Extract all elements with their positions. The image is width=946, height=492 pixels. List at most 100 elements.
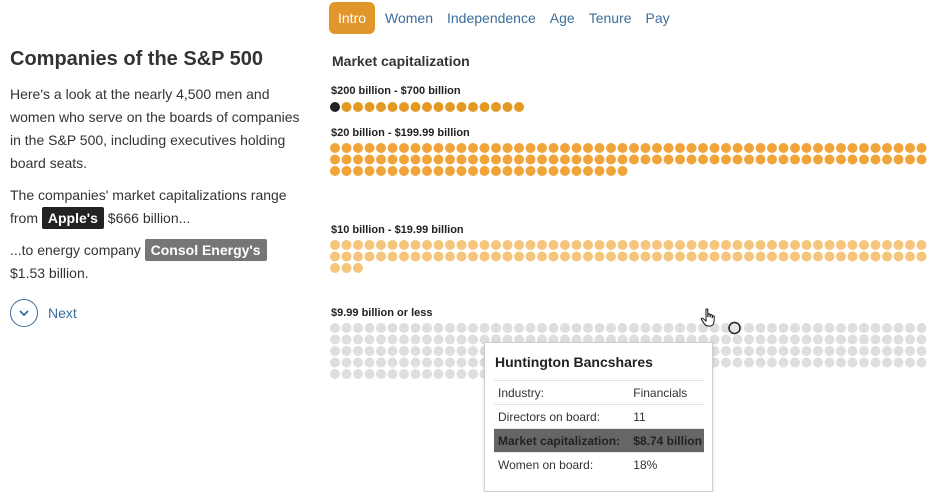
company-dot[interactable] xyxy=(433,251,444,262)
company-dot[interactable] xyxy=(422,369,432,379)
company-dot[interactable] xyxy=(387,369,398,379)
company-dot[interactable] xyxy=(847,251,858,262)
company-dot[interactable] xyxy=(916,323,927,333)
company-dot[interactable] xyxy=(399,369,409,379)
company-dot[interactable] xyxy=(433,143,444,153)
company-dot[interactable] xyxy=(571,154,582,165)
company-dot[interactable] xyxy=(548,323,559,333)
company-dot[interactable] xyxy=(353,334,363,345)
company-dot[interactable] xyxy=(617,154,628,165)
company-dot[interactable] xyxy=(491,143,501,153)
company-dot[interactable] xyxy=(353,154,363,165)
company-dot[interactable] xyxy=(813,334,823,345)
company-dot[interactable] xyxy=(755,334,766,345)
company-dot[interactable] xyxy=(744,154,754,165)
company-dot[interactable] xyxy=(399,251,409,262)
company-dot[interactable] xyxy=(456,143,467,153)
company-dot[interactable] xyxy=(755,240,766,250)
company-dot[interactable] xyxy=(422,346,432,356)
company-dot[interactable] xyxy=(502,240,513,250)
company-dot[interactable] xyxy=(387,240,398,250)
company-dot[interactable] xyxy=(330,240,340,250)
company-dot[interactable] xyxy=(399,143,409,153)
company-dot[interactable] xyxy=(652,251,662,262)
company-dot[interactable] xyxy=(433,334,444,345)
company-dot[interactable] xyxy=(387,154,398,165)
company-dot[interactable] xyxy=(445,334,455,345)
company-dot[interactable] xyxy=(468,251,478,262)
company-dot[interactable] xyxy=(675,323,685,333)
company-dot[interactable] xyxy=(675,143,685,153)
company-dot[interactable] xyxy=(882,357,892,368)
company-dot[interactable] xyxy=(560,323,570,333)
company-dot[interactable] xyxy=(330,263,340,273)
company-dot[interactable] xyxy=(686,154,697,165)
company-dot[interactable] xyxy=(594,143,605,153)
company-dot[interactable] xyxy=(824,334,835,345)
company-dot[interactable] xyxy=(445,102,455,112)
company-dot[interactable] xyxy=(376,323,386,333)
company-dot[interactable] xyxy=(686,251,697,262)
company-dot[interactable] xyxy=(399,346,409,356)
company-dot[interactable] xyxy=(399,102,409,112)
company-dot[interactable] xyxy=(353,357,363,368)
company-dot[interactable] xyxy=(824,143,835,153)
company-dot[interactable] xyxy=(491,251,501,262)
company-dot[interactable] xyxy=(905,251,915,262)
company-dot[interactable] xyxy=(399,357,409,368)
company-dot[interactable] xyxy=(709,240,720,250)
company-dot[interactable] xyxy=(721,240,731,250)
company-dot[interactable] xyxy=(652,143,662,153)
company-dot[interactable] xyxy=(330,154,340,165)
company-dot[interactable] xyxy=(652,240,662,250)
company-dot[interactable] xyxy=(663,240,674,250)
company-dot[interactable] xyxy=(364,323,375,333)
company-dot[interactable] xyxy=(387,357,398,368)
company-dot[interactable] xyxy=(836,323,846,333)
company-dot[interactable] xyxy=(525,166,536,176)
company-dot[interactable] xyxy=(445,154,455,165)
company-dot[interactable] xyxy=(376,240,386,250)
company-dot[interactable] xyxy=(468,102,478,112)
company-dot[interactable] xyxy=(870,251,881,262)
company-dot[interactable] xyxy=(767,154,777,165)
company-dot[interactable] xyxy=(387,346,398,356)
company-dot[interactable] xyxy=(836,346,846,356)
company-dot[interactable] xyxy=(410,369,421,379)
company-dot[interactable] xyxy=(571,323,582,333)
company-dot[interactable] xyxy=(893,323,904,333)
company-dot[interactable] xyxy=(801,323,812,333)
company-dot[interactable] xyxy=(456,334,467,345)
company-dot[interactable] xyxy=(353,251,363,262)
company-dot[interactable] xyxy=(353,323,363,333)
company-dot[interactable] xyxy=(479,143,490,153)
company-dot[interactable] xyxy=(813,357,823,368)
company-dot[interactable] xyxy=(652,154,662,165)
company-dot[interactable] xyxy=(376,369,386,379)
company-dot[interactable] xyxy=(870,143,881,153)
company-dot[interactable] xyxy=(376,346,386,356)
company-dot[interactable] xyxy=(870,154,881,165)
company-dot[interactable] xyxy=(445,369,455,379)
company-dot[interactable] xyxy=(882,323,892,333)
company-dot[interactable] xyxy=(445,346,455,356)
company-dot[interactable] xyxy=(617,240,628,250)
tab-age[interactable]: Age xyxy=(549,10,575,26)
company-dot[interactable] xyxy=(767,357,777,368)
company-dot[interactable] xyxy=(721,251,731,262)
company-dot[interactable] xyxy=(502,102,513,112)
company-dot[interactable] xyxy=(767,143,777,153)
company-dot[interactable] xyxy=(548,166,559,176)
company-dot[interactable] xyxy=(353,102,363,112)
company-dot[interactable] xyxy=(755,323,766,333)
company-dot[interactable] xyxy=(916,357,927,368)
company-dot[interactable] xyxy=(353,166,363,176)
company-dot[interactable] xyxy=(755,251,766,262)
company-dot[interactable] xyxy=(422,154,432,165)
company-dot[interactable] xyxy=(410,240,421,250)
company-dot[interactable] xyxy=(387,102,398,112)
company-dot[interactable] xyxy=(617,143,628,153)
company-dot[interactable] xyxy=(376,102,386,112)
company-dot[interactable] xyxy=(594,240,605,250)
company-dot[interactable] xyxy=(744,251,754,262)
